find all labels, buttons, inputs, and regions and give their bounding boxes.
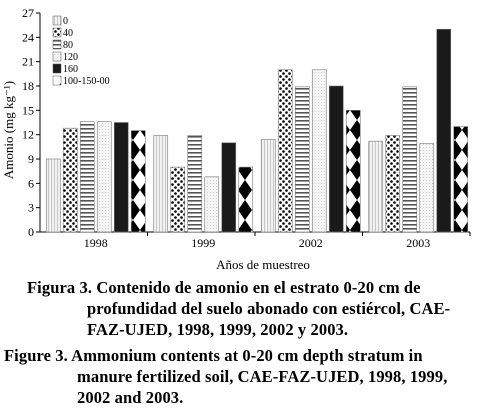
bar-2003-series-2	[402, 86, 418, 233]
legend-label-5: 100-150-00	[63, 76, 110, 87]
x-tick-label-1998: 1998	[84, 236, 108, 250]
bar-2002-series-1	[277, 69, 293, 233]
caption-spanish-label: Figura 3.	[27, 278, 93, 297]
bar-2002-series-2	[294, 86, 310, 233]
legend-swatch-4	[52, 63, 62, 74]
legend-swatch-1	[52, 27, 62, 38]
legend-swatch-3	[52, 51, 62, 62]
y-tick-label: 24	[22, 30, 34, 44]
x-tick-label-2002: 2002	[299, 236, 323, 250]
bar-2003-series-3	[419, 143, 435, 233]
bar-2002-series-0	[260, 139, 276, 233]
y-tick-label: 6	[28, 176, 34, 190]
caption-english-label: Figure 3.	[4, 346, 68, 365]
caption-english-line-3: 2002 and 2003.	[77, 388, 184, 407]
y-tick-label: 0	[28, 225, 34, 239]
legend-swatch-2	[52, 39, 62, 50]
y-tick-label: 18	[22, 79, 34, 93]
legend-swatch-0	[52, 15, 62, 26]
bar-1998-series-0	[45, 158, 61, 233]
caption-spanish-line-3: FAZ-UJED, 1998, 1999, 2002 y 2003.	[87, 320, 349, 339]
y-axis-label: Amonio (mg kg⁻¹)	[1, 81, 16, 179]
bar-1998-series-5	[130, 130, 146, 233]
caption-spanish-line-1: Contenido de amonio en el estrato 0-20 c…	[96, 278, 421, 297]
bar-2002-series-5	[345, 110, 361, 233]
y-tick-label: 27	[22, 6, 34, 20]
x-tick-label-2003: 2003	[406, 236, 430, 250]
bar-2002-series-4	[328, 85, 344, 233]
y-ticks: 0 3 6 9 12 15 18 21 24 27	[22, 6, 40, 239]
y-tick-label: 21	[22, 55, 34, 69]
legend-label-1: 40	[63, 28, 73, 39]
bar-1999-series-5	[238, 166, 254, 233]
legend-label-2: 80	[63, 40, 73, 51]
y-tick-label: 15	[22, 103, 34, 117]
bars	[45, 28, 469, 233]
bar-2002-series-3	[311, 69, 327, 233]
bar-2003-series-1	[385, 135, 401, 233]
bar-2003-series-4	[436, 28, 452, 233]
caption-english-line-1: Ammonium contents at 0-20 cm depth strat…	[71, 346, 423, 365]
bar-1999-series-4	[221, 142, 237, 233]
bar-1998-series-3	[96, 121, 112, 233]
bar-1998-series-2	[79, 121, 95, 233]
bar-1999-series-0	[153, 135, 169, 233]
y-tick-label: 12	[22, 128, 34, 142]
bar-1999-series-1	[170, 166, 186, 233]
y-tick-label: 9	[28, 152, 34, 166]
x-tick-label-1999: 1999	[191, 236, 215, 250]
legend-label-3: 120	[63, 52, 78, 63]
caption-english: Figure 3. Ammonium contents at 0-20 cm d…	[4, 345, 447, 408]
bar-1998-series-4	[113, 122, 129, 233]
caption-spanish-line-2: profundidad del suelo abonado con estiér…	[87, 299, 451, 318]
bar-2003-series-0	[368, 140, 384, 233]
legend-swatch-5	[52, 75, 62, 86]
x-ticks: 1998 1999 2002 2003	[84, 232, 471, 250]
legend-label-0: 0	[63, 16, 68, 27]
y-tick-label: 3	[28, 201, 34, 215]
bar-1998-series-1	[62, 127, 78, 233]
x-axis-label: Años de muestreo	[216, 257, 310, 272]
caption-spanish: Figura 3. Contenido de amonio en el estr…	[27, 277, 450, 340]
legend-label-4: 160	[63, 64, 78, 75]
bar-1999-series-2	[187, 135, 203, 233]
bar-2003-series-5	[453, 126, 469, 233]
caption-english-line-2: manure fertilized soil, CAE-FAZ-UJED, 19…	[77, 367, 448, 386]
bar-1999-series-3	[204, 176, 220, 233]
